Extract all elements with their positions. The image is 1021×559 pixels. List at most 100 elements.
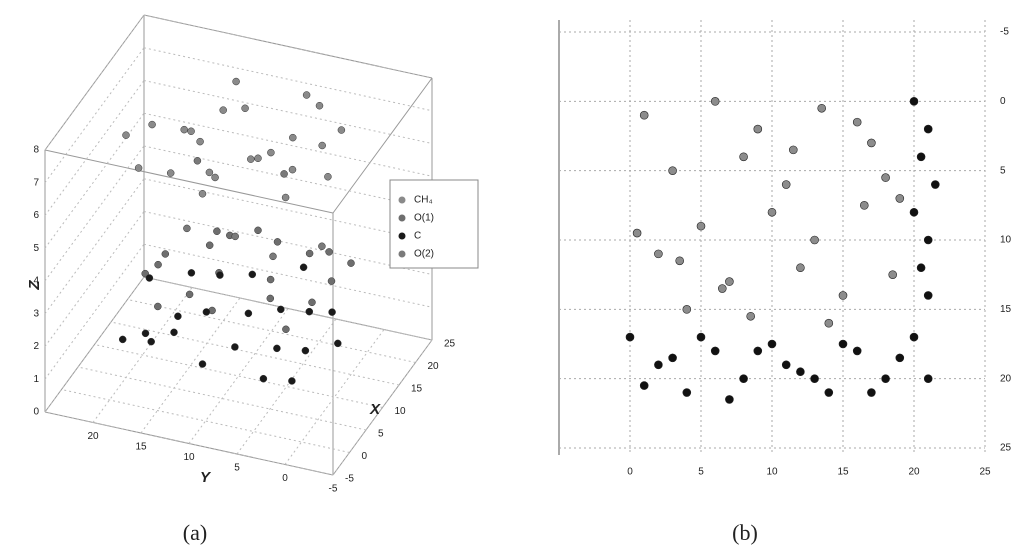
point: [810, 374, 819, 383]
point: [725, 277, 734, 286]
point: [301, 346, 310, 355]
grid-line: [44, 47, 145, 184]
point: [632, 228, 642, 238]
x-tick-label: 5: [698, 467, 704, 478]
x-tick-label: 20: [428, 361, 440, 372]
point: [259, 374, 268, 383]
point: [266, 294, 275, 303]
point: [267, 148, 275, 157]
point: [888, 270, 898, 279]
point: [696, 332, 706, 342]
grid-line: [143, 211, 433, 275]
point: [198, 190, 207, 198]
grid-line: [44, 411, 334, 476]
point: [668, 353, 677, 363]
grid-line: [61, 389, 350, 453]
y-tick-label: 5: [1000, 165, 1006, 176]
point: [654, 360, 663, 370]
point: [654, 249, 663, 259]
point: [788, 145, 798, 155]
point: [852, 117, 862, 127]
point: [154, 302, 162, 311]
point: [288, 377, 296, 385]
y-axis-title: Y: [200, 469, 212, 486]
point: [838, 291, 848, 300]
point: [145, 274, 154, 282]
point: [205, 241, 214, 249]
point: [280, 170, 288, 178]
legend-label: O(2): [414, 249, 434, 260]
x-tick-label: 20: [908, 467, 920, 478]
point: [231, 343, 239, 351]
point: [161, 250, 170, 258]
point: [324, 173, 332, 181]
point: [746, 311, 756, 321]
point: [696, 221, 706, 231]
grid-line: [236, 318, 337, 455]
point: [202, 308, 211, 316]
point: [315, 101, 324, 110]
point: [187, 269, 196, 277]
point: [347, 259, 355, 267]
point: [668, 166, 677, 175]
point: [909, 207, 919, 217]
point: [193, 157, 202, 165]
point: [327, 277, 336, 285]
point: [753, 346, 763, 356]
grid-line: [143, 47, 433, 112]
z-tick-label: 1: [33, 374, 39, 385]
y-tick-label: 15: [1000, 304, 1012, 315]
point: [180, 125, 188, 134]
y-tick-label: -5: [1000, 27, 1009, 38]
point: [923, 374, 933, 383]
point: [682, 305, 692, 314]
grid-line: [44, 145, 145, 282]
z-tick-label: 3: [33, 308, 39, 319]
legend-marker: [398, 214, 406, 222]
grid-line: [143, 276, 433, 341]
y-tick-label: -5: [329, 484, 338, 495]
legend-label: CH₄: [414, 195, 433, 206]
y-tick-label: 10: [1000, 235, 1012, 246]
grid-line: [284, 329, 385, 465]
x-tick-label: 10: [395, 406, 407, 417]
point: [205, 168, 214, 177]
point: [810, 235, 819, 245]
z-tick-label: 6: [33, 210, 39, 221]
grid-line: [77, 366, 367, 431]
x-tick-label: 0: [362, 451, 368, 462]
point: [231, 232, 239, 241]
legend-marker: [398, 232, 406, 240]
point: [244, 309, 253, 318]
point: [923, 235, 933, 245]
point: [710, 346, 720, 356]
point: [781, 180, 791, 189]
point: [334, 339, 342, 348]
point: [930, 180, 940, 189]
grid-line: [143, 276, 433, 341]
point: [147, 337, 155, 346]
z-tick-label: 7: [33, 177, 39, 188]
point: [288, 165, 297, 174]
point: [273, 238, 282, 246]
point: [781, 360, 791, 370]
point: [639, 381, 649, 390]
point: [118, 335, 127, 344]
z-tick-label: 5: [33, 243, 39, 254]
point: [824, 318, 834, 328]
point: [710, 97, 720, 106]
point: [174, 312, 182, 321]
grid-line: [188, 308, 289, 444]
point: [725, 395, 734, 404]
z-tick-label: 0: [33, 407, 39, 418]
point: [852, 346, 862, 356]
grid-line: [143, 112, 433, 177]
point: [767, 339, 777, 349]
point: [881, 374, 890, 383]
point: [299, 263, 308, 272]
point: [923, 291, 933, 300]
grid-line: [143, 178, 433, 243]
y-tick-label: 5: [234, 463, 240, 474]
point: [916, 152, 926, 162]
point: [289, 133, 297, 142]
